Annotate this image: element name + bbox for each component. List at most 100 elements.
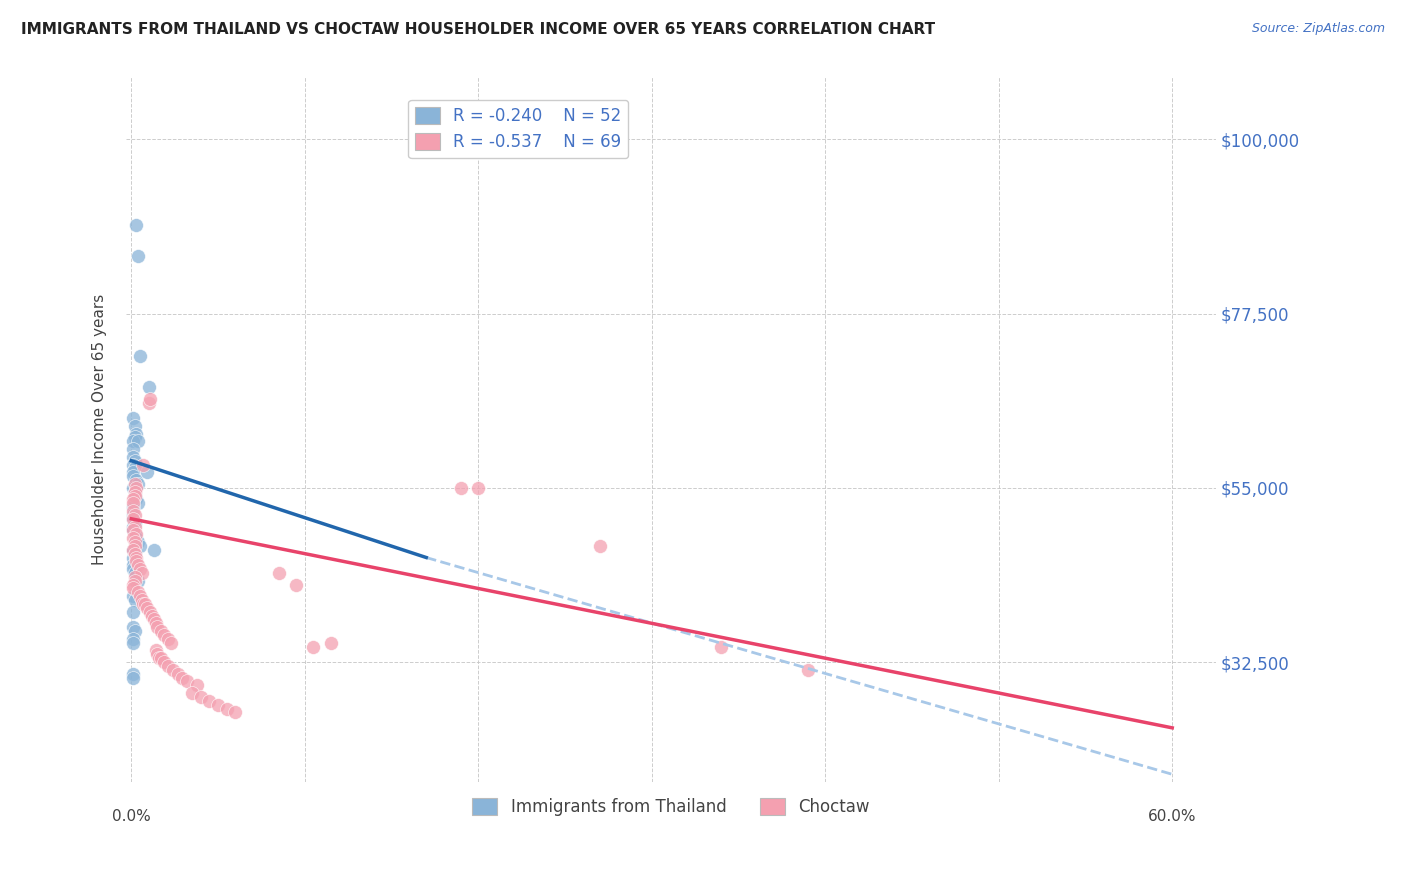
Point xyxy=(124,477,146,491)
Point xyxy=(450,481,472,495)
Point xyxy=(122,550,145,565)
Point xyxy=(122,589,145,603)
Text: 0.0%: 0.0% xyxy=(112,809,150,824)
Point xyxy=(125,550,148,565)
Point xyxy=(127,248,149,262)
Point xyxy=(122,558,145,573)
Point xyxy=(124,547,146,561)
Point xyxy=(124,574,146,588)
Point xyxy=(124,527,146,541)
Point xyxy=(124,539,146,553)
Point xyxy=(124,461,146,475)
Point xyxy=(125,481,148,495)
Point xyxy=(153,628,176,642)
Point xyxy=(124,516,146,530)
Point xyxy=(135,466,157,480)
Point xyxy=(122,466,145,480)
Point xyxy=(125,473,148,487)
Point xyxy=(122,531,145,545)
Point xyxy=(124,519,146,533)
Point xyxy=(122,620,145,634)
Point xyxy=(125,527,148,541)
Point xyxy=(142,542,165,557)
Point xyxy=(124,593,146,607)
Point xyxy=(122,562,145,576)
Point xyxy=(124,570,146,584)
Point xyxy=(122,605,145,619)
Point xyxy=(122,458,145,472)
Text: Source: ZipAtlas.com: Source: ZipAtlas.com xyxy=(1251,22,1385,36)
Point xyxy=(797,663,820,677)
Point xyxy=(156,659,179,673)
Point xyxy=(124,454,146,468)
Point xyxy=(122,508,145,522)
Point xyxy=(302,640,325,654)
Point xyxy=(190,690,212,704)
Point xyxy=(125,531,148,545)
Point xyxy=(467,481,489,495)
Point xyxy=(122,524,145,538)
Point xyxy=(145,643,167,657)
Point xyxy=(124,547,146,561)
Point xyxy=(127,496,149,510)
Point xyxy=(127,585,149,599)
Point xyxy=(135,600,157,615)
Point xyxy=(122,411,145,425)
Point xyxy=(134,597,156,611)
Point xyxy=(122,632,145,646)
Point xyxy=(132,597,155,611)
Point xyxy=(122,450,145,464)
Point xyxy=(125,426,148,441)
Point xyxy=(149,624,172,638)
Point xyxy=(122,512,145,526)
Point xyxy=(124,430,146,444)
Point xyxy=(141,608,163,623)
Point xyxy=(122,512,145,526)
Point xyxy=(124,566,146,580)
Point xyxy=(122,492,145,507)
Point xyxy=(319,636,342,650)
Point xyxy=(146,620,169,634)
Point xyxy=(215,701,238,715)
Point xyxy=(129,562,152,576)
Text: IMMIGRANTS FROM THAILAND VS CHOCTAW HOUSEHOLDER INCOME OVER 65 YEARS CORRELATION: IMMIGRANTS FROM THAILAND VS CHOCTAW HOUS… xyxy=(21,22,935,37)
Point xyxy=(127,434,149,449)
Point xyxy=(122,442,145,456)
Point xyxy=(132,458,155,472)
Point xyxy=(122,542,145,557)
Legend: Immigrants from Thailand, Choctaw: Immigrants from Thailand, Choctaw xyxy=(465,791,876,823)
Point xyxy=(122,671,145,685)
Point xyxy=(124,484,146,499)
Point xyxy=(129,539,152,553)
Point xyxy=(198,694,221,708)
Point xyxy=(122,519,145,533)
Point xyxy=(207,698,229,712)
Point xyxy=(124,489,146,503)
Point xyxy=(162,663,184,677)
Point xyxy=(122,500,145,515)
Point xyxy=(124,624,146,638)
Point xyxy=(589,539,612,553)
Point xyxy=(186,678,208,692)
Point xyxy=(122,504,145,518)
Point xyxy=(127,574,149,588)
Point xyxy=(122,577,145,591)
Point xyxy=(138,395,160,409)
Point xyxy=(122,636,145,650)
Point xyxy=(267,566,290,580)
Point xyxy=(139,605,162,619)
Point xyxy=(124,484,146,499)
Point xyxy=(139,392,162,406)
Point xyxy=(127,558,149,573)
Point xyxy=(122,582,145,596)
Point xyxy=(124,489,146,503)
Point xyxy=(122,481,145,495)
Point xyxy=(122,469,145,483)
Point xyxy=(127,477,149,491)
Point xyxy=(122,542,145,557)
Point xyxy=(153,655,176,669)
Point xyxy=(160,636,183,650)
Point xyxy=(131,566,153,580)
Point xyxy=(122,496,145,510)
Point xyxy=(125,492,148,507)
